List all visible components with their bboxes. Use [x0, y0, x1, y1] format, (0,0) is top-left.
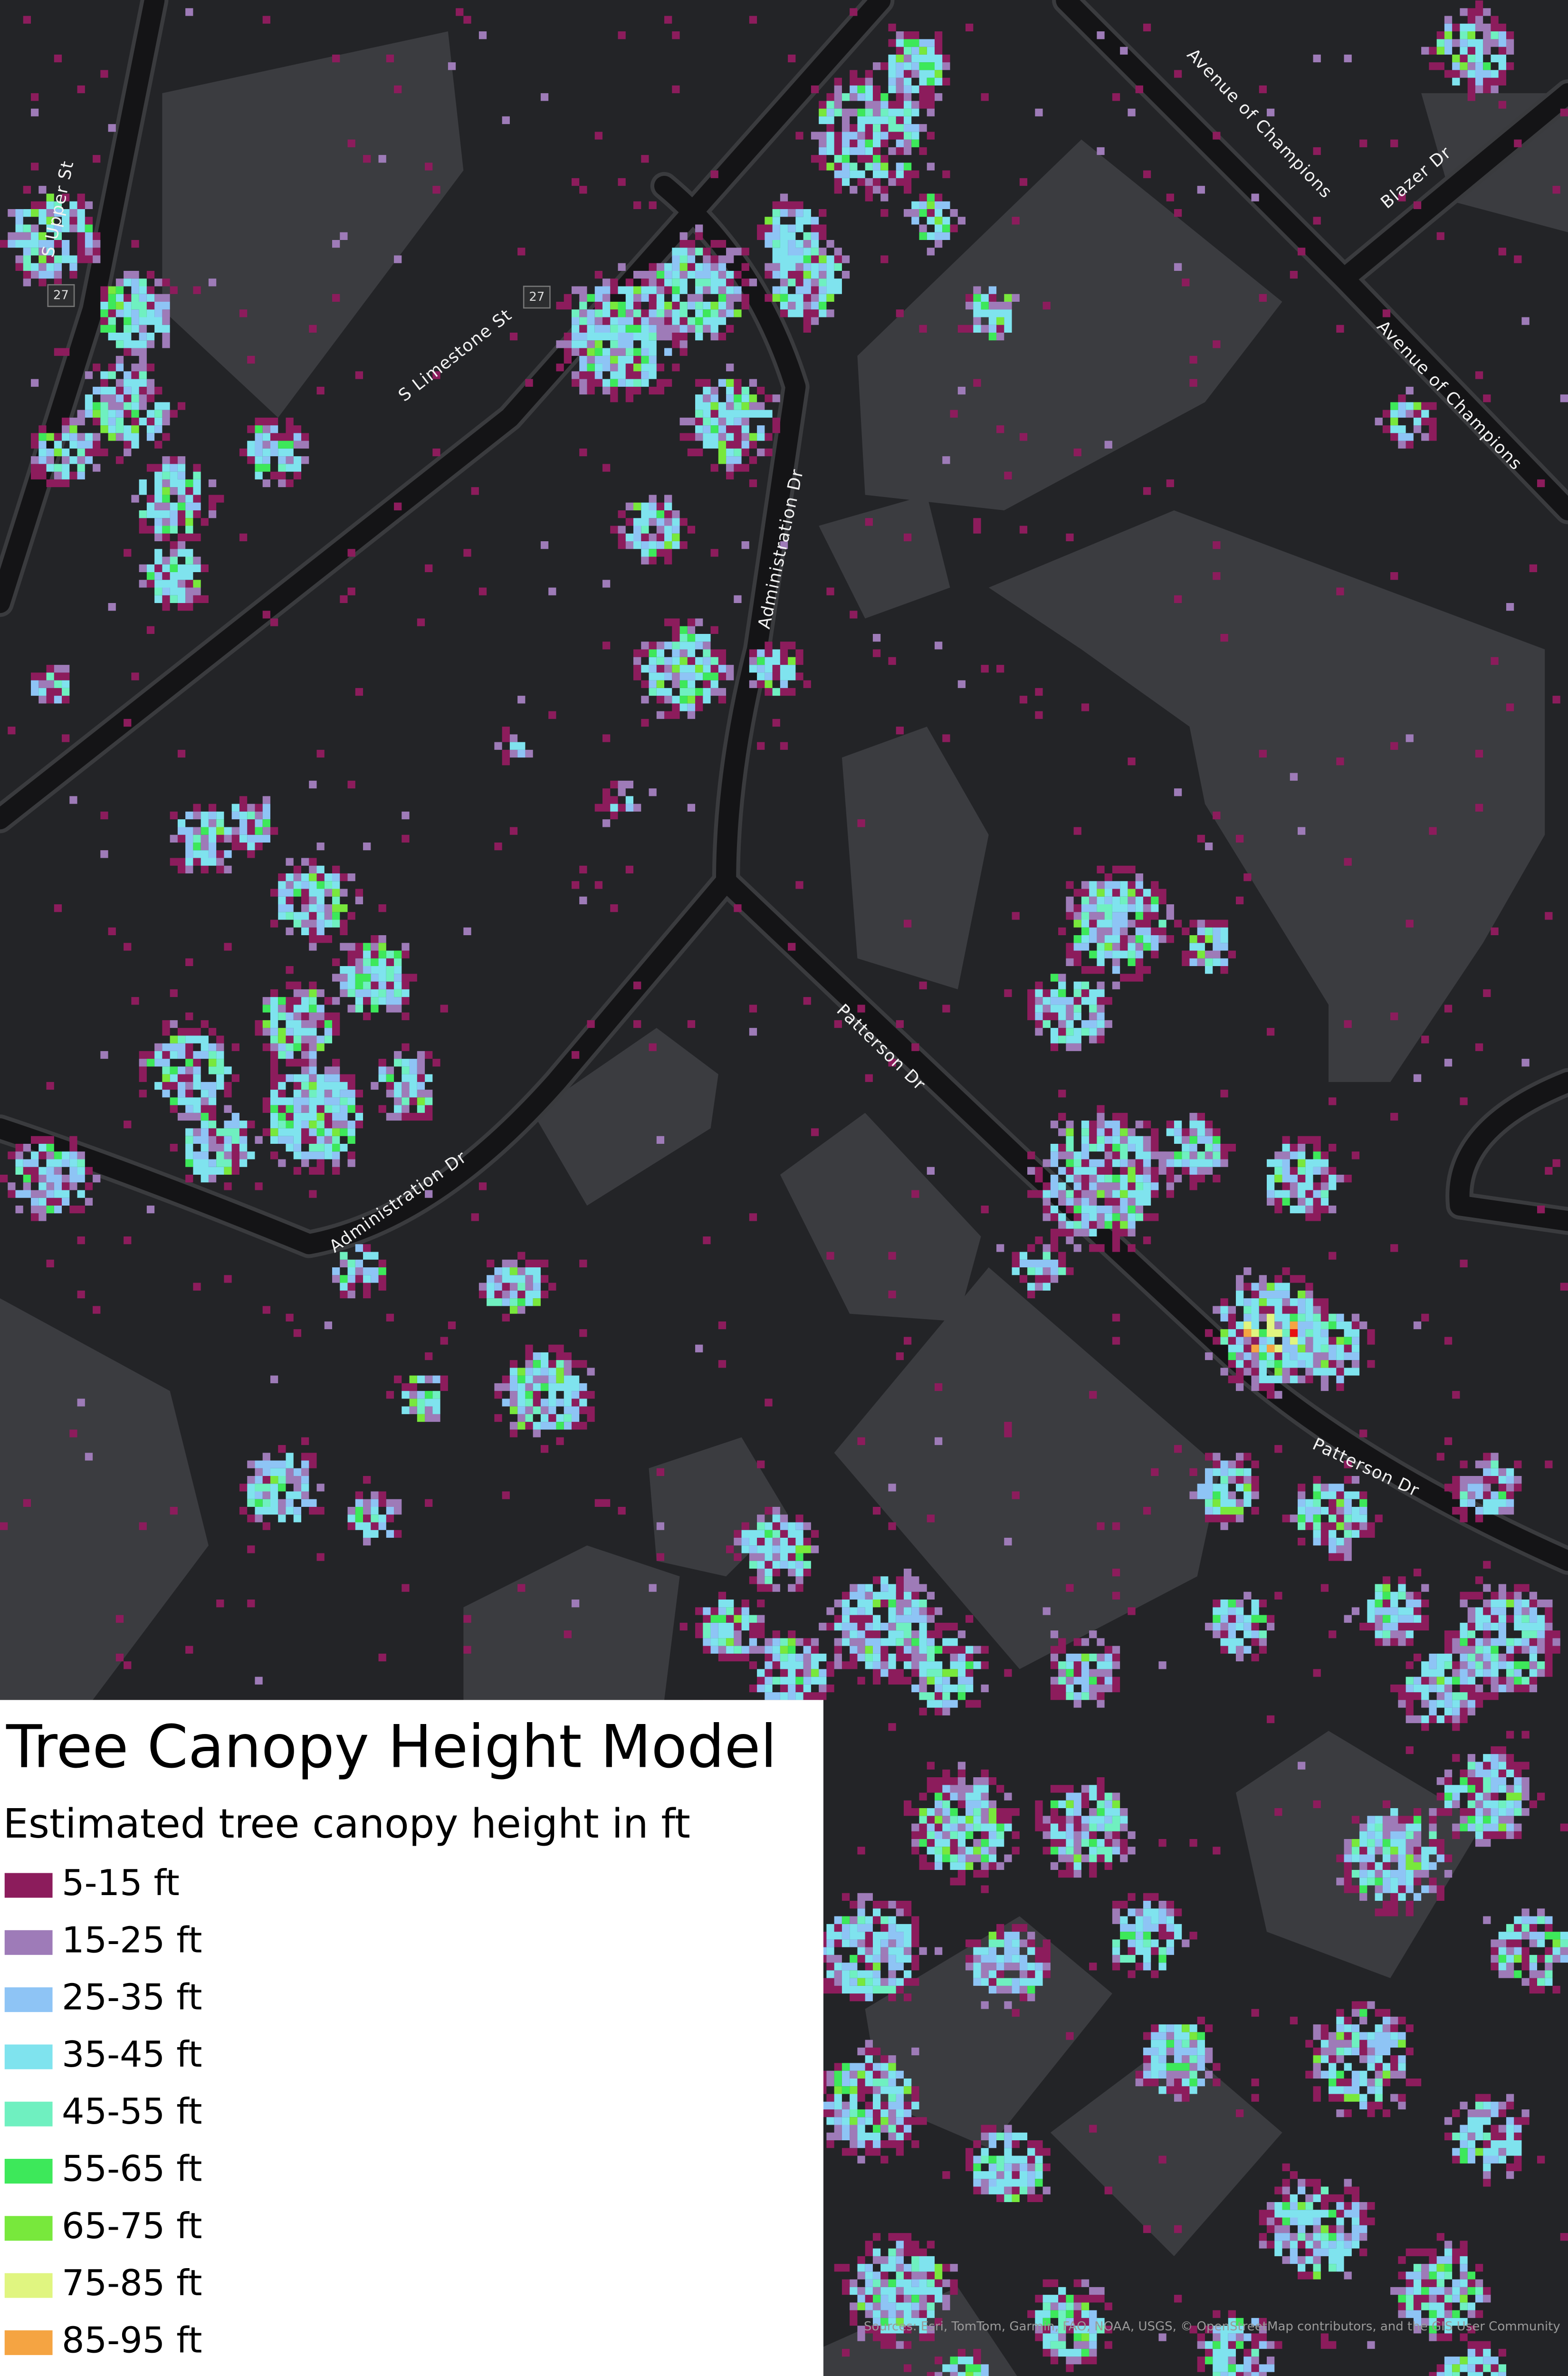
legend-label: 85-95 ft — [62, 2319, 202, 2361]
building — [988, 510, 1545, 1082]
canopy-class-cells — [1243, 1313, 1298, 1352]
legend-label: 25-35 ft — [62, 1977, 202, 2018]
canopy-class-cells — [1243, 1321, 1298, 1352]
building — [841, 727, 989, 989]
legend-swatch — [4, 1987, 53, 2012]
route-shield — [523, 286, 551, 309]
canopy-class-cells — [1290, 1329, 1298, 1337]
road — [0, 0, 891, 830]
legend-label: 5-15 ft — [62, 1862, 180, 1904]
road — [1334, 83, 1568, 289]
legend-label: 75-85 ft — [62, 2262, 202, 2304]
route-shield — [47, 284, 75, 307]
building — [162, 31, 464, 418]
legend-swatch — [4, 2159, 53, 2184]
building — [0, 1298, 209, 1700]
building — [1050, 2040, 1282, 2256]
legend-background — [0, 1700, 823, 2376]
road — [0, 176, 806, 1255]
route-shield-label: 27 — [53, 288, 69, 303]
legend-label: 15-25 ft — [62, 1919, 202, 1961]
legend-label: 65-75 ft — [62, 2205, 202, 2247]
legend-swatch — [4, 2044, 53, 2069]
road — [0, 0, 165, 613]
legend-title: Tree Canopy Height Model — [6, 1713, 777, 1781]
legend-swatch — [4, 2330, 53, 2355]
legend-swatch — [4, 1873, 53, 1898]
buildings — [0, 31, 1568, 2376]
legend-label: 55-65 ft — [62, 2148, 202, 2190]
legend-swatch — [4, 2273, 53, 2298]
building — [857, 139, 1282, 510]
legend-swatch — [4, 2216, 53, 2241]
building — [819, 2287, 1017, 2376]
route-shield-label: 27 — [529, 290, 545, 304]
building — [533, 1028, 718, 1206]
building — [834, 1267, 1221, 1669]
legend-swatch — [4, 2101, 53, 2127]
legend-label: 35-45 ft — [62, 2034, 202, 2075]
legend-subtitle: Estimated tree canopy height in ft — [3, 1801, 690, 1847]
legend-swatch — [4, 1930, 53, 1955]
road-fills — [0, 0, 1568, 1571]
attribution-box: Sources: Esri, TomTom, Garmin, FAO, NOAA… — [863, 2319, 1560, 2334]
attribution: Sources: Esri, TomTom, Garmin, FAO, NOAA… — [863, 2319, 1560, 2334]
legend: Tree Canopy Height Model Estimated tree … — [0, 1700, 823, 2376]
legend-label: 45-55 ft — [62, 2091, 202, 2132]
building — [780, 1112, 981, 1322]
road — [1449, 1072, 1568, 1231]
building — [819, 495, 950, 619]
